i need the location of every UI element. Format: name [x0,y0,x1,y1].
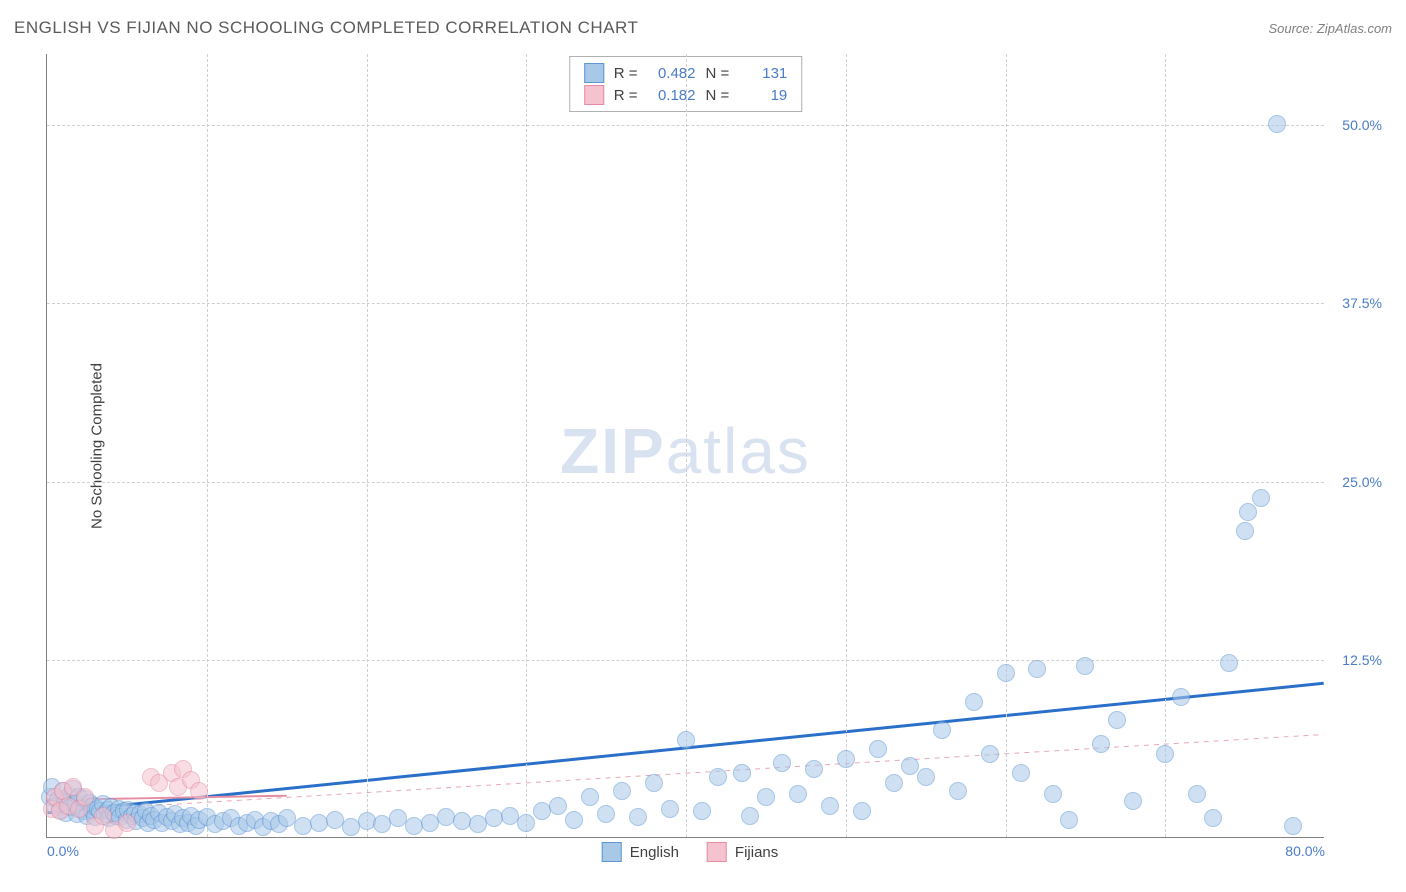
data-point [294,817,312,835]
data-point [1012,764,1030,782]
data-point [76,788,94,806]
x-tick-label: 80.0% [1285,843,1325,859]
vgridline [686,54,687,837]
data-point [645,774,663,792]
data-point [1284,817,1302,835]
y-tick-label: 37.5% [1342,295,1382,311]
data-point [1124,792,1142,810]
source-attribution: Source: ZipAtlas.com [1268,21,1392,36]
data-point [1268,115,1286,133]
data-point [485,809,503,827]
data-point [1092,735,1110,753]
x-tick-label: 0.0% [47,843,79,859]
legend-label: Fijians [735,844,778,861]
data-point [733,764,751,782]
stat-r-label: R = [614,87,638,104]
series-legend: English Fijians [602,842,779,862]
watermark-bold: ZIP [560,415,666,487]
trend-line [127,734,1324,807]
data-point [613,782,631,800]
chart-area: No Schooling Completed ZIPatlas R =0.482… [46,54,1334,838]
data-point [1204,809,1222,827]
y-tick-label: 50.0% [1342,117,1382,133]
data-point [1044,785,1062,803]
data-point [1156,745,1174,763]
vgridline [846,54,847,837]
data-point [310,814,328,832]
data-point [949,782,967,800]
data-point [709,768,727,786]
data-point [661,800,679,818]
data-point [565,811,583,829]
legend-label: English [630,844,679,861]
legend-item: English [602,842,679,862]
stat-n-label: N = [706,65,730,82]
data-point [1188,785,1206,803]
data-point [885,774,903,792]
data-point [118,814,136,832]
data-point [981,745,999,763]
data-point [693,802,711,820]
stat-r-label: R = [614,65,638,82]
vgridline [526,54,527,837]
data-point [581,788,599,806]
data-point [741,807,759,825]
data-point [997,664,1015,682]
vgridline [1165,54,1166,837]
stat-r-value: 0.182 [648,87,696,104]
chart-title: ENGLISH VS FIJIAN NO SCHOOLING COMPLETED… [14,18,638,38]
data-point [869,740,887,758]
data-point [773,754,791,772]
data-point [549,797,567,815]
data-point [405,817,423,835]
data-point [629,808,647,826]
data-point [917,768,935,786]
data-point [965,693,983,711]
data-point [805,760,823,778]
stat-n-label: N = [706,87,730,104]
y-tick-label: 12.5% [1342,652,1382,668]
data-point [933,721,951,739]
swatch-icon [584,85,604,105]
vgridline [367,54,368,837]
data-point [837,750,855,768]
watermark-light: atlas [666,415,811,487]
data-point [1060,811,1078,829]
data-point [1252,489,1270,507]
data-point [1239,503,1257,521]
vgridline [1006,54,1007,837]
swatch-icon [602,842,622,862]
swatch-icon [707,842,727,862]
stat-n-value: 131 [739,65,787,82]
data-point [597,805,615,823]
data-point [821,797,839,815]
data-point [1076,657,1094,675]
data-point [901,757,919,775]
data-point [190,782,208,800]
data-point [517,814,535,832]
stat-n-value: 19 [739,87,787,104]
stat-r-value: 0.482 [648,65,696,82]
data-point [1220,654,1238,672]
data-point [1108,711,1126,729]
data-point [677,731,695,749]
legend-item: Fijians [707,842,778,862]
swatch-icon [584,63,604,83]
data-point [757,788,775,806]
data-point [1028,660,1046,678]
plot-region: ZIPatlas R =0.482N =131R =0.182N =19 12.… [46,54,1324,838]
y-tick-label: 25.0% [1342,474,1382,490]
vgridline [207,54,208,837]
data-point [853,802,871,820]
chart-header: ENGLISH VS FIJIAN NO SCHOOLING COMPLETED… [14,18,1392,38]
data-point [789,785,807,803]
data-point [1172,688,1190,706]
data-point [1236,522,1254,540]
